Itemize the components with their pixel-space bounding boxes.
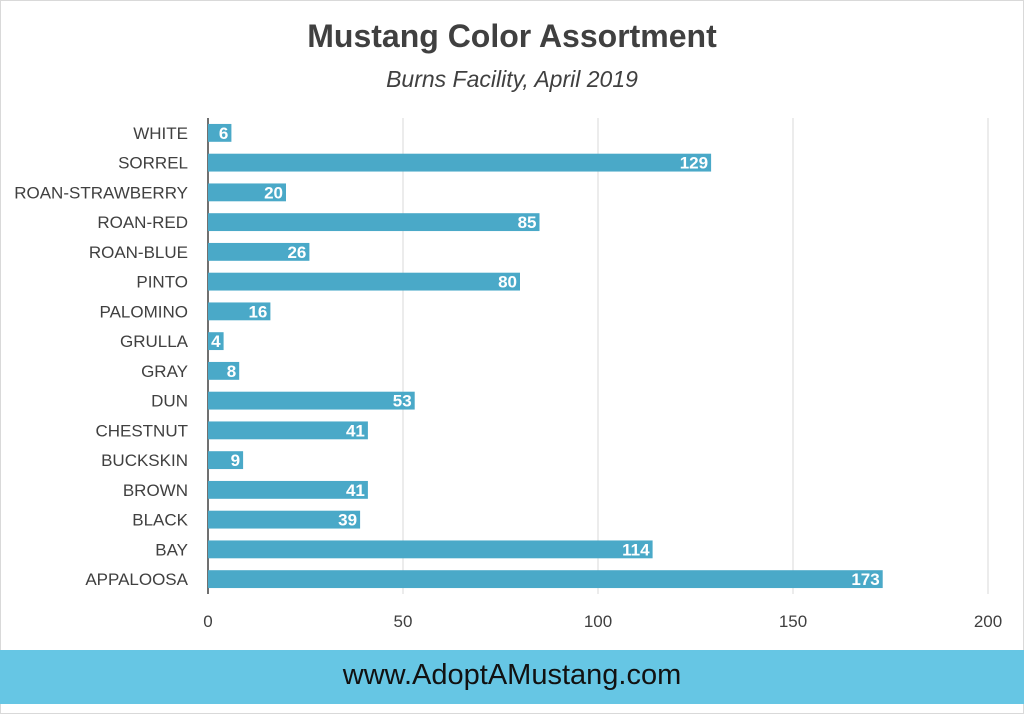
category-label: SORREL xyxy=(118,154,188,173)
bar xyxy=(208,123,232,142)
x-tick-label: 100 xyxy=(584,612,612,631)
data-label: 8 xyxy=(227,362,236,381)
category-label: WHITE xyxy=(133,124,188,143)
data-label: 85 xyxy=(518,213,537,232)
bar xyxy=(208,451,244,470)
category-label: PALOMINO xyxy=(100,302,188,321)
data-label: 16 xyxy=(248,302,267,321)
x-tick-labels: 0 50 100 150 200 xyxy=(203,612,1002,631)
category-label: ROAN-STRAWBERRY xyxy=(14,183,188,202)
x-tick-label: 0 xyxy=(203,612,212,631)
data-label: 41 xyxy=(346,481,365,500)
bar xyxy=(208,391,415,410)
data-label: 53 xyxy=(393,392,412,411)
footer-band xyxy=(0,650,1024,704)
category-label: GRAY xyxy=(141,362,188,381)
data-label: 4 xyxy=(211,332,221,351)
bar xyxy=(208,510,361,529)
bar xyxy=(208,361,240,380)
bar xyxy=(208,540,653,559)
bar xyxy=(208,302,271,321)
bar xyxy=(208,272,520,291)
bar xyxy=(208,213,540,232)
category-labels: WHITE SORREL ROAN-STRAWBERRY ROAN-RED ROAN-B… xyxy=(14,124,188,589)
category-label: APPALOOSA xyxy=(85,570,188,589)
category-label: BAY xyxy=(155,540,188,559)
category-label: GRULLA xyxy=(120,332,189,351)
data-label: 39 xyxy=(338,511,357,530)
category-label: DUN xyxy=(151,392,188,411)
category-label: BLACK xyxy=(132,511,188,530)
x-tick-label: 200 xyxy=(974,612,1002,631)
x-tick-label: 50 xyxy=(394,612,413,631)
bar xyxy=(208,421,368,440)
data-label: 9 xyxy=(231,451,240,470)
category-label: CHESTNUT xyxy=(95,421,188,440)
data-labels: 6 129 20 85 26 80 16 48 53 41 9 41 39 114 173 xyxy=(211,124,880,589)
bar-chart: 6 129 20 85 26 80 16 48 53 41 9 41 39 114 173 WHITE SOR… xyxy=(14,118,1002,631)
bars xyxy=(208,123,883,589)
data-label: 129 xyxy=(680,154,708,173)
category-label: PINTO xyxy=(136,273,188,292)
chart-subtitle: Burns Facility, April 2019 xyxy=(386,66,638,92)
bar xyxy=(208,332,224,351)
category-label: BUCKSKIN xyxy=(101,451,188,470)
data-label: 26 xyxy=(287,243,306,262)
data-label: 6 xyxy=(219,124,228,143)
bar xyxy=(208,570,883,589)
chart-title: Mustang Color Assortment xyxy=(307,18,717,54)
category-label: ROAN-RED xyxy=(97,213,188,232)
bar xyxy=(208,480,368,499)
footer-url: www.AdoptAMustang.com xyxy=(342,659,682,691)
category-label: ROAN-BLUE xyxy=(89,243,188,262)
category-label: BROWN xyxy=(123,481,188,500)
data-label: 173 xyxy=(851,570,879,589)
bar xyxy=(208,183,286,202)
bar xyxy=(208,242,310,261)
bar xyxy=(208,153,712,172)
data-label: 41 xyxy=(346,421,365,440)
data-label: 80 xyxy=(498,273,517,292)
x-tick-label: 150 xyxy=(779,612,807,631)
data-label: 20 xyxy=(264,183,283,202)
data-label: 114 xyxy=(622,540,650,559)
